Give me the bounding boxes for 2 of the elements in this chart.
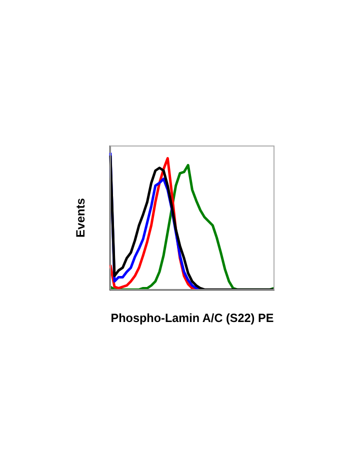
y-axis-title: Events — [74, 198, 88, 238]
x-axis-title: Phospho-Lamin A/C (S22) PE — [110, 311, 274, 326]
